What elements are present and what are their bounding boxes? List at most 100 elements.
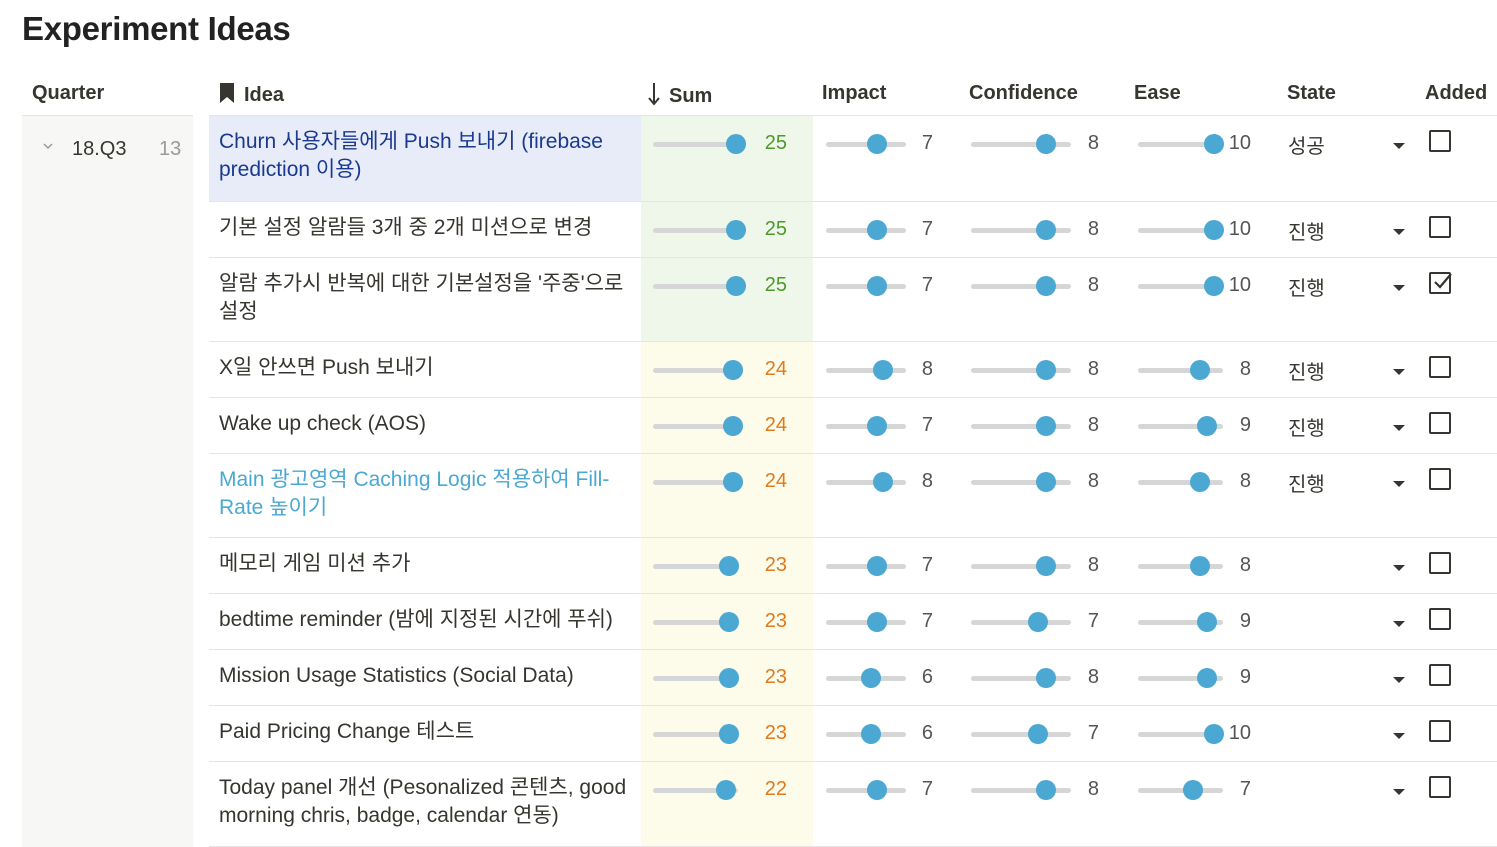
sum-slider-track[interactable]: [653, 788, 738, 793]
sum-slider-handle[interactable]: [723, 360, 743, 380]
added-checkbox[interactable]: [1429, 130, 1451, 152]
sum-slider-track[interactable]: [653, 480, 738, 485]
column-header-impact[interactable]: Impact: [822, 82, 887, 104]
added-checkbox[interactable]: [1429, 468, 1451, 490]
caret-down-icon[interactable]: [1393, 733, 1405, 739]
ease-slider-handle[interactable]: [1190, 360, 1210, 380]
sum-slider-handle[interactable]: [719, 668, 739, 688]
added-checkbox[interactable]: [1429, 720, 1451, 742]
caret-down-icon[interactable]: [1393, 143, 1405, 149]
confidence-slider-track[interactable]: [971, 620, 1071, 625]
impact-slider-track[interactable]: [826, 564, 906, 569]
confidence-slider-handle[interactable]: [1036, 668, 1056, 688]
impact-slider-track[interactable]: [826, 788, 906, 793]
sum-slider-handle[interactable]: [726, 134, 746, 154]
state-value[interactable]: 진행: [1288, 474, 1325, 496]
sum-slider-track[interactable]: [653, 424, 738, 429]
confidence-slider-track[interactable]: [971, 228, 1071, 233]
column-header-quarter[interactable]: Quarter: [32, 82, 105, 104]
table-row[interactable]: bedtime reminder (밤에 지정된 시간에 푸쉬) 23 7 7 9: [209, 594, 1497, 650]
ease-slider-track[interactable]: [1138, 228, 1223, 233]
impact-slider-track[interactable]: [826, 480, 906, 485]
idea-cell[interactable]: Main 광고영역 Caching Logic 적용하여 Fill-Rate 높…: [219, 468, 610, 519]
table-row[interactable]: Today panel 개선 (Pesonalized 콘텐츠, good mo…: [209, 762, 1497, 847]
caret-down-icon[interactable]: [1393, 285, 1405, 291]
confidence-slider-track[interactable]: [971, 732, 1071, 737]
caret-down-icon[interactable]: [1393, 565, 1405, 571]
confidence-slider-handle[interactable]: [1028, 724, 1048, 744]
idea-cell[interactable]: 알람 추가시 반복에 대한 기본설정을 '주중'으로 설정: [219, 272, 624, 323]
confidence-slider-track[interactable]: [971, 284, 1071, 289]
sum-slider-handle[interactable]: [719, 724, 739, 744]
idea-cell[interactable]: Churn 사용자들에게 Push 보내기 (firebase predicti…: [209, 116, 641, 201]
confidence-slider-track[interactable]: [971, 424, 1071, 429]
sum-slider-track[interactable]: [653, 676, 738, 681]
caret-down-icon[interactable]: [1393, 229, 1405, 235]
added-checkbox[interactable]: [1429, 272, 1452, 294]
table-row[interactable]: Main 광고영역 Caching Logic 적용하여 Fill-Rate 높…: [209, 454, 1497, 538]
state-value[interactable]: 진행: [1288, 362, 1325, 384]
confidence-slider-handle[interactable]: [1036, 276, 1056, 296]
caret-down-icon[interactable]: [1393, 621, 1405, 627]
ease-slider-handle[interactable]: [1190, 556, 1210, 576]
state-value[interactable]: 진행: [1288, 418, 1325, 440]
impact-slider-handle[interactable]: [867, 134, 887, 154]
impact-slider-handle[interactable]: [867, 276, 887, 296]
sum-slider-handle[interactable]: [726, 276, 746, 296]
idea-cell[interactable]: X일 안쓰면 Push 보내기: [219, 356, 434, 379]
sum-slider-handle[interactable]: [723, 416, 743, 436]
table-row[interactable]: Paid Pricing Change 테스트 23 6 7 10: [209, 706, 1497, 762]
sum-slider-track[interactable]: [653, 284, 738, 289]
sum-slider-track[interactable]: [653, 368, 738, 373]
caret-down-icon[interactable]: [1393, 369, 1405, 375]
table-row[interactable]: Churn 사용자들에게 Push 보내기 (firebase predicti…: [209, 116, 1497, 202]
sum-slider-handle[interactable]: [716, 780, 736, 800]
idea-cell[interactable]: 메모리 게임 미션 추가: [219, 552, 411, 575]
confidence-slider-handle[interactable]: [1036, 134, 1056, 154]
impact-slider-track[interactable]: [826, 142, 906, 147]
confidence-slider-handle[interactable]: [1028, 612, 1048, 632]
sum-slider-handle[interactable]: [719, 612, 739, 632]
column-header-sum[interactable]: Sum: [647, 82, 712, 108]
ease-slider-handle[interactable]: [1204, 134, 1224, 154]
added-checkbox[interactable]: [1429, 412, 1451, 434]
sum-slider-track[interactable]: [653, 564, 738, 569]
impact-slider-track[interactable]: [826, 284, 906, 289]
added-checkbox[interactable]: [1429, 608, 1451, 630]
caret-down-icon[interactable]: [1393, 789, 1405, 795]
ease-slider-handle[interactable]: [1204, 220, 1224, 240]
ease-slider-handle[interactable]: [1204, 276, 1224, 296]
column-header-added[interactable]: Added: [1425, 82, 1488, 104]
ease-slider-track[interactable]: [1138, 620, 1223, 625]
confidence-slider-track[interactable]: [971, 564, 1071, 569]
confidence-slider-track[interactable]: [971, 142, 1071, 147]
impact-slider-handle[interactable]: [873, 360, 893, 380]
confidence-slider-handle[interactable]: [1036, 472, 1056, 492]
ease-slider-track[interactable]: [1138, 788, 1223, 793]
state-value[interactable]: 성공: [1288, 136, 1325, 158]
confidence-slider-handle[interactable]: [1036, 220, 1056, 240]
impact-slider-handle[interactable]: [873, 472, 893, 492]
sum-slider-track[interactable]: [653, 228, 738, 233]
ease-slider-track[interactable]: [1138, 732, 1223, 737]
idea-cell[interactable]: Today panel 개선 (Pesonalized 콘텐츠, good mo…: [219, 776, 627, 827]
caret-down-icon[interactable]: [1393, 677, 1405, 683]
confidence-slider-track[interactable]: [971, 788, 1071, 793]
confidence-slider-handle[interactable]: [1036, 360, 1056, 380]
confidence-slider-handle[interactable]: [1036, 416, 1056, 436]
idea-cell[interactable]: Mission Usage Statistics (Social Data): [219, 664, 574, 687]
column-header-idea[interactable]: Idea: [218, 82, 284, 107]
table-row[interactable]: X일 안쓰면 Push 보내기 24 8 8 8 진행: [209, 342, 1497, 398]
added-checkbox[interactable]: [1429, 216, 1451, 238]
impact-slider-handle[interactable]: [867, 220, 887, 240]
ease-slider-track[interactable]: [1138, 368, 1223, 373]
ease-slider-handle[interactable]: [1197, 612, 1217, 632]
table-row[interactable]: 기본 설정 알람들 3개 중 2개 미션으로 변경 25 7 8 10 진행: [209, 202, 1497, 258]
sum-slider-handle[interactable]: [723, 472, 743, 492]
ease-slider-handle[interactable]: [1183, 780, 1203, 800]
sum-slider-track[interactable]: [653, 620, 738, 625]
impact-slider-handle[interactable]: [867, 556, 887, 576]
table-row[interactable]: Mission Usage Statistics (Social Data) 23…: [209, 650, 1497, 706]
impact-slider-handle[interactable]: [861, 724, 881, 744]
idea-cell[interactable]: 기본 설정 알람들 3개 중 2개 미션으로 변경: [219, 216, 593, 239]
